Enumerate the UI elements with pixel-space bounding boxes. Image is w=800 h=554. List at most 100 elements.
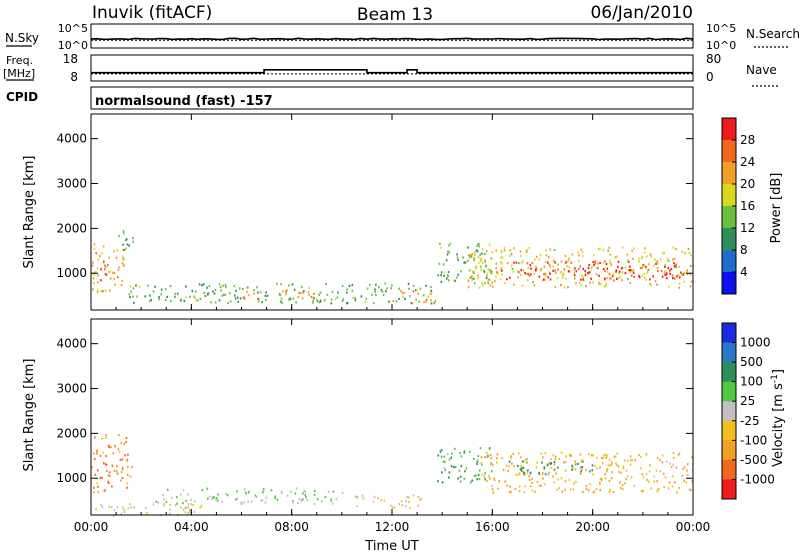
power-cell	[334, 298, 337, 301]
power-cell	[128, 293, 131, 296]
velocity-cell	[465, 467, 468, 470]
velocity-cell	[439, 450, 442, 453]
velocity-cell	[113, 514, 115, 517]
power-cell	[524, 272, 526, 275]
power-cell	[578, 254, 580, 257]
velocity-cell	[639, 467, 642, 470]
power-cell	[449, 242, 452, 245]
power-cell	[597, 262, 599, 265]
velocity-cell	[544, 473, 547, 476]
power-cbar-label: 28	[740, 133, 755, 147]
power-cell	[210, 301, 212, 304]
power-cell	[185, 285, 187, 288]
power-cell	[641, 257, 643, 260]
velocity-cell	[525, 458, 527, 462]
velocity-cell	[486, 455, 488, 459]
power-cell	[434, 300, 437, 303]
power-cell	[568, 266, 571, 269]
velocity-cell	[581, 459, 584, 462]
velocity-cell	[495, 457, 498, 460]
power-cell	[573, 268, 576, 271]
velocity-cell	[448, 471, 451, 474]
velocity-cell	[490, 457, 493, 460]
velocity-cell	[221, 500, 223, 504]
velocity-cell	[508, 490, 511, 494]
power-cell	[527, 267, 529, 270]
velocity-cell	[478, 469, 481, 472]
power-cell	[430, 289, 433, 292]
power-cell	[176, 292, 179, 295]
velocity-cell	[91, 466, 93, 469]
power-cell	[581, 274, 583, 277]
power-cell	[624, 272, 627, 275]
velocity-cell	[613, 455, 616, 458]
power-cell	[485, 249, 488, 253]
velocity-cell	[656, 457, 659, 460]
velocity-cell	[454, 466, 457, 469]
velocity-cell	[126, 473, 129, 477]
power-cell	[657, 270, 659, 273]
power-cell	[577, 259, 580, 263]
velocity-cell	[182, 489, 185, 492]
power-cell	[402, 292, 404, 295]
velocity-cell	[486, 480, 488, 483]
power-cell	[108, 256, 111, 259]
velocity-cell	[184, 511, 187, 514]
power-cell	[467, 279, 470, 282]
velocity-cell	[678, 487, 680, 490]
velocity-cell	[565, 455, 567, 458]
power-cell	[96, 267, 99, 270]
power-cell	[643, 276, 646, 279]
power-cbar-swatch	[722, 162, 736, 185]
power-cell	[467, 246, 469, 249]
velocity-cell	[512, 452, 515, 455]
velocity-cell	[96, 451, 98, 454]
power-cell	[164, 288, 167, 291]
velocity-cell	[475, 474, 477, 477]
power-cell	[236, 296, 239, 299]
power-cell	[495, 267, 497, 270]
power-cell	[280, 300, 282, 303]
power-ylabel: Slant Range [km]	[22, 156, 37, 269]
velocity-cell	[686, 469, 688, 472]
power-cell	[488, 243, 491, 246]
power-cell	[632, 257, 634, 260]
velocity-cell	[412, 494, 415, 497]
power-cell	[678, 286, 680, 289]
velocity-cell	[264, 501, 267, 504]
power-cell	[213, 292, 216, 295]
power-cell	[425, 284, 427, 287]
power-cbar-swatch	[722, 184, 736, 207]
velocity-cell	[97, 491, 100, 494]
velocity-cell	[580, 460, 583, 463]
power-cell	[680, 271, 682, 274]
velocity-cell	[96, 482, 99, 485]
power-cell	[204, 294, 207, 298]
velocity-cell	[126, 460, 129, 463]
power-cell	[476, 244, 478, 247]
power-cell	[261, 301, 263, 304]
power-cell	[547, 276, 549, 279]
velocity-cell	[627, 459, 629, 462]
power-cell	[202, 283, 205, 286]
power-cell	[132, 236, 134, 240]
velocity-cell	[118, 450, 121, 453]
velocity-cell	[459, 475, 462, 478]
power-cell	[500, 266, 503, 269]
power-cell	[257, 297, 259, 300]
power-cell	[442, 263, 445, 266]
power-cell	[582, 276, 585, 279]
power-cell	[659, 258, 662, 261]
power-cell	[471, 274, 473, 277]
velocity-cell	[303, 489, 305, 492]
power-cell	[208, 284, 211, 288]
velocity-cell	[213, 496, 215, 499]
power-cell	[380, 288, 383, 292]
velocity-cell	[672, 463, 674, 466]
power-cell	[530, 267, 532, 270]
power-cell	[481, 252, 483, 255]
power-cell	[529, 264, 531, 267]
power-cell	[212, 290, 214, 293]
power-cell	[582, 267, 585, 270]
power-cell	[195, 290, 197, 293]
